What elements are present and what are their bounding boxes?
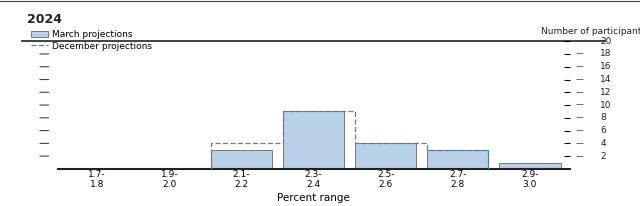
Text: 2: 2 [600,152,606,161]
Bar [355,143,417,169]
Text: 14: 14 [600,75,612,84]
Text: 16: 16 [600,62,612,71]
Text: 4: 4 [600,139,606,148]
Text: 10: 10 [600,101,612,110]
Text: —: — [576,75,584,84]
Text: 2024: 2024 [27,13,62,26]
Text: Number of participants: Number of participants [541,27,640,36]
Bar [211,150,272,169]
X-axis label: Percent range: Percent range [277,193,350,203]
Text: —: — [576,49,584,59]
Text: —: — [576,126,584,135]
Text: 12: 12 [600,88,612,97]
Text: —: — [576,88,584,97]
Text: —: — [576,113,584,122]
Bar [499,163,561,169]
Text: 8: 8 [600,113,606,122]
Text: —: — [576,139,584,148]
Bar [427,150,488,169]
Text: —: — [576,101,584,110]
Text: —: — [576,152,584,161]
Text: —: — [576,37,584,46]
Text: 20: 20 [600,37,612,46]
Text: 6: 6 [600,126,606,135]
Legend: March projections, December projections: March projections, December projections [31,30,152,51]
Bar [283,111,344,169]
Text: 18: 18 [600,49,612,59]
Text: —: — [576,62,584,71]
